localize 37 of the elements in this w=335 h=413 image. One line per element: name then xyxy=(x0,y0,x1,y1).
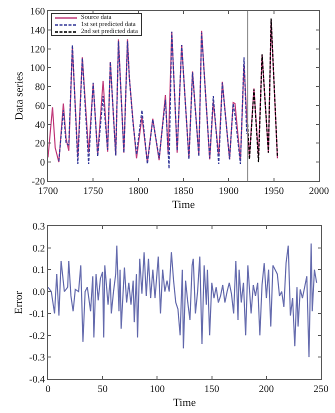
y-tick-label: -0.2 xyxy=(29,330,45,342)
line-series xyxy=(247,18,278,163)
x-tick-label: 2000 xyxy=(309,186,329,197)
x-tick-label: 150 xyxy=(204,384,220,395)
x-tick-label: 50 xyxy=(98,384,108,395)
x-tick-label: 1850 xyxy=(174,186,194,197)
y-tick-label: 0 xyxy=(40,158,45,169)
line-series xyxy=(48,18,278,163)
y-tick-label: 120 xyxy=(30,44,45,56)
x-tick-label: 1750 xyxy=(83,186,104,197)
y-tick-label: -0.4 xyxy=(29,374,45,386)
x-tick-label: 1950 xyxy=(264,186,284,197)
x-tick-label: 250 xyxy=(314,384,328,395)
y-tick-label: 60 xyxy=(35,100,45,112)
y-tick-label: -0.1 xyxy=(29,308,45,320)
y-tick-label: 100 xyxy=(30,63,45,74)
y-tick-label: -20 xyxy=(32,176,45,188)
y-tick-label: 20 xyxy=(35,138,45,150)
y-tick-label: 40 xyxy=(35,120,45,131)
x-tick-label: 1900 xyxy=(218,186,239,197)
y-tick-label: -0.3 xyxy=(29,352,45,364)
y-axis-title: Data series xyxy=(14,72,26,120)
y-tick-label: 0.2 xyxy=(32,243,45,254)
y-tick-label: 0.0 xyxy=(32,287,45,298)
x-axis-title: Time xyxy=(172,199,196,212)
y-tick-label: 0.3 xyxy=(32,222,45,232)
y-tick-label: 0.1 xyxy=(32,265,45,276)
y-tick-label: 140 xyxy=(30,25,45,36)
x-tick-label: 100 xyxy=(150,384,165,395)
y-tick-label: 160 xyxy=(30,6,45,18)
y-tick-label: 80 xyxy=(35,82,45,94)
line-series xyxy=(48,242,318,358)
y-axis-title: Error xyxy=(12,290,25,314)
x-tick-label: 200 xyxy=(258,384,274,395)
x-axis-title: Time xyxy=(173,397,196,410)
x-tick-label: 1800 xyxy=(128,186,148,197)
x-tick-label: 1700 xyxy=(38,186,58,197)
